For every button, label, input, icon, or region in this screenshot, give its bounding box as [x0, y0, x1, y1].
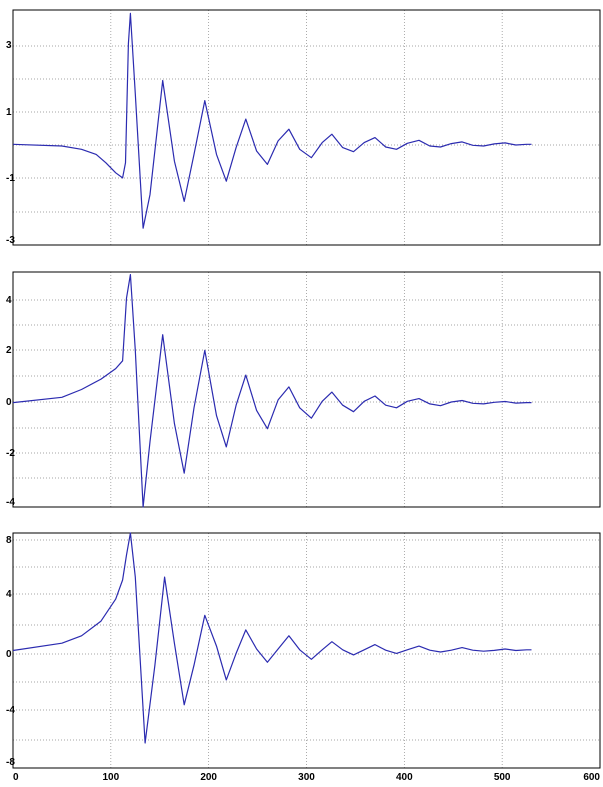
subplot-bottom: 8 4 0 -4 -8 0 100 200 300 400 500 600 — [6, 532, 601, 783]
y-tick-label: 1 — [6, 107, 12, 118]
y-tick-label: -4 — [6, 497, 15, 508]
x-tick-label: 100 — [102, 772, 119, 783]
x-tick-label: 300 — [298, 772, 315, 783]
series-line — [12, 532, 532, 744]
y-tick-label: -3 — [6, 235, 15, 246]
x-tick-label: 0 — [13, 772, 19, 783]
y-tick-label: -8 — [6, 757, 15, 768]
plot-frame — [12, 271, 601, 508]
x-tick-label: 200 — [200, 772, 217, 783]
y-tick-label: 0 — [6, 649, 12, 660]
x-tick-label: 500 — [494, 772, 511, 783]
y-tick-label: 2 — [6, 345, 12, 356]
y-tick-label: 3 — [6, 40, 12, 51]
series-line — [12, 12, 532, 229]
y-tick-label: 4 — [6, 589, 12, 600]
subplot-middle: 4 2 0 -2 -4 — [6, 271, 601, 508]
y-tick-label: -4 — [6, 705, 15, 716]
y-tick-label: -2 — [6, 448, 15, 459]
y-tick-label: -1 — [6, 173, 15, 184]
x-tick-label: 400 — [396, 772, 413, 783]
y-tick-label: 4 — [6, 295, 12, 306]
y-tick-label: 0 — [6, 397, 12, 408]
series-line — [12, 274, 532, 508]
x-tick-label: 600 — [583, 772, 600, 783]
y-tick-label: 8 — [6, 535, 12, 546]
subplot-top: 3 1 -1 -3 — [6, 9, 601, 246]
plot-frame — [12, 9, 601, 246]
